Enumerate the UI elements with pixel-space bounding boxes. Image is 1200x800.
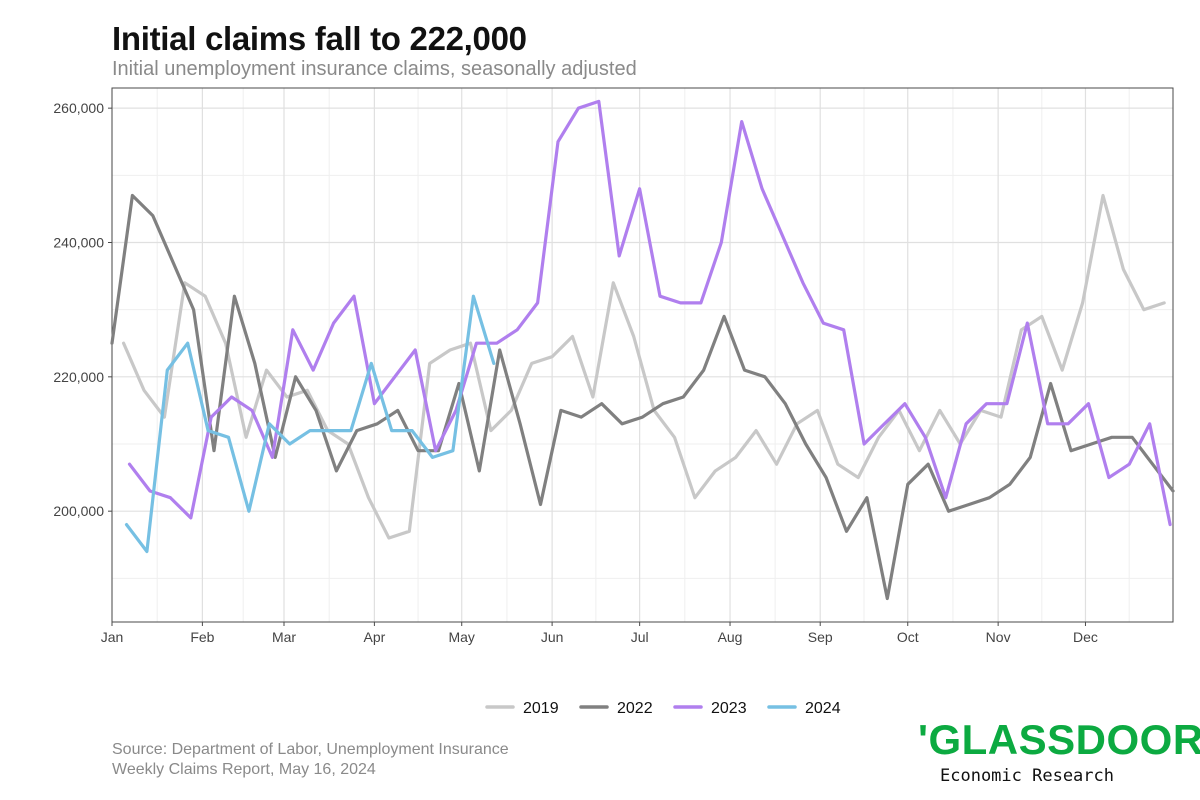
y-tick-label: 220,000 <box>53 369 104 385</box>
x-tick-label: Aug <box>718 629 743 645</box>
x-tick-label: Jun <box>541 629 564 645</box>
legend-label-2022: 2022 <box>617 700 653 717</box>
source-line-2: Weekly Claims Report, May 16, 2024 <box>112 761 376 778</box>
y-tick-label: 260,000 <box>53 100 104 116</box>
series-line-2024 <box>124 294 496 554</box>
x-tick-label: Sep <box>808 629 833 645</box>
x-tick-label: Dec <box>1073 629 1098 645</box>
glassdoor-logo: 'GLASSDOOR™ Economic Research <box>918 718 1200 787</box>
brand-name: 'GLASSDOOR <box>918 716 1200 763</box>
series-line-2023 <box>127 99 1172 527</box>
plot-frame <box>111 87 1174 623</box>
x-tick-label: May <box>448 629 474 645</box>
y-tick-label: 200,000 <box>53 503 104 519</box>
y-tick-label: 240,000 <box>53 234 104 250</box>
chart-subtitle: Initial unemployment insurance claims, s… <box>112 58 637 80</box>
series-line-2019 <box>121 193 1166 540</box>
x-tick-label: Apr <box>363 629 385 645</box>
x-tick-label: Jul <box>631 629 649 645</box>
legend-label-2024: 2024 <box>805 700 841 717</box>
x-tick-label: Mar <box>272 629 296 645</box>
source-note: Source: Department of Labor, Unemploymen… <box>112 740 509 780</box>
brand-tagline: Economic Research <box>940 766 1114 786</box>
x-tick-label: Oct <box>897 629 919 645</box>
x-tick-label: Nov <box>986 629 1011 645</box>
series-line-2022 <box>110 193 1175 601</box>
chart-title: Initial claims fall to 222,000 <box>112 20 527 57</box>
source-line-1: Source: Department of Labor, Unemploymen… <box>112 741 509 758</box>
glassdoor-wordmark: 'GLASSDOOR™ <box>918 718 1200 762</box>
x-tick-label: Jan <box>101 629 124 645</box>
legend-label-2023: 2023 <box>711 700 747 717</box>
x-tick-label: Feb <box>190 629 214 645</box>
legend-label-2019: 2019 <box>523 700 559 717</box>
